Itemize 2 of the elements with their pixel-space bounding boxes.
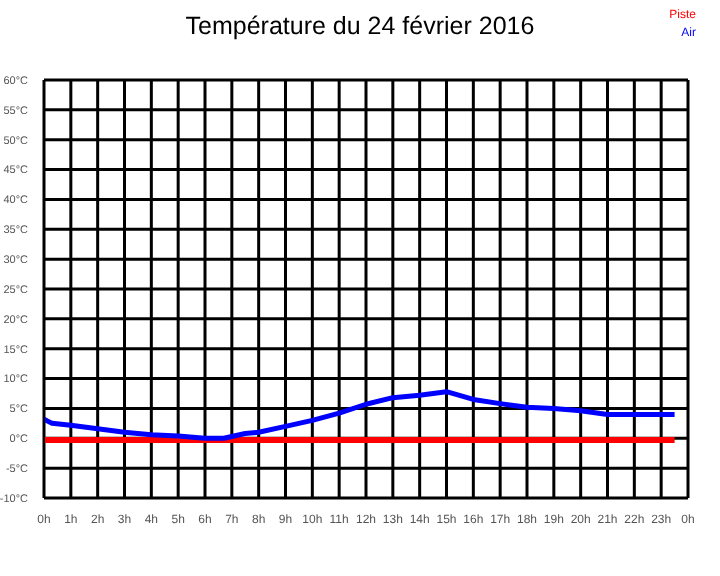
chart-title: Température du 24 février 2016 bbox=[185, 12, 535, 40]
line-series bbox=[44, 389, 678, 441]
